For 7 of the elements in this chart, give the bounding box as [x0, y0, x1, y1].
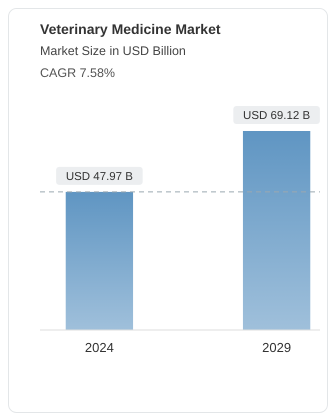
- data-label: USD 47.97 B: [66, 170, 134, 183]
- chart-title: Veterinary Medicine Market: [40, 21, 221, 37]
- data-label: USD 69.12 B: [243, 110, 310, 122]
- text: CAGR 7.58%: [40, 66, 116, 80]
- x-tick-label: 2029: [262, 340, 292, 355]
- x-tick-label: 2024: [84, 340, 114, 355]
- chart-subtitle: Market Size in USD Billion: [40, 44, 186, 58]
